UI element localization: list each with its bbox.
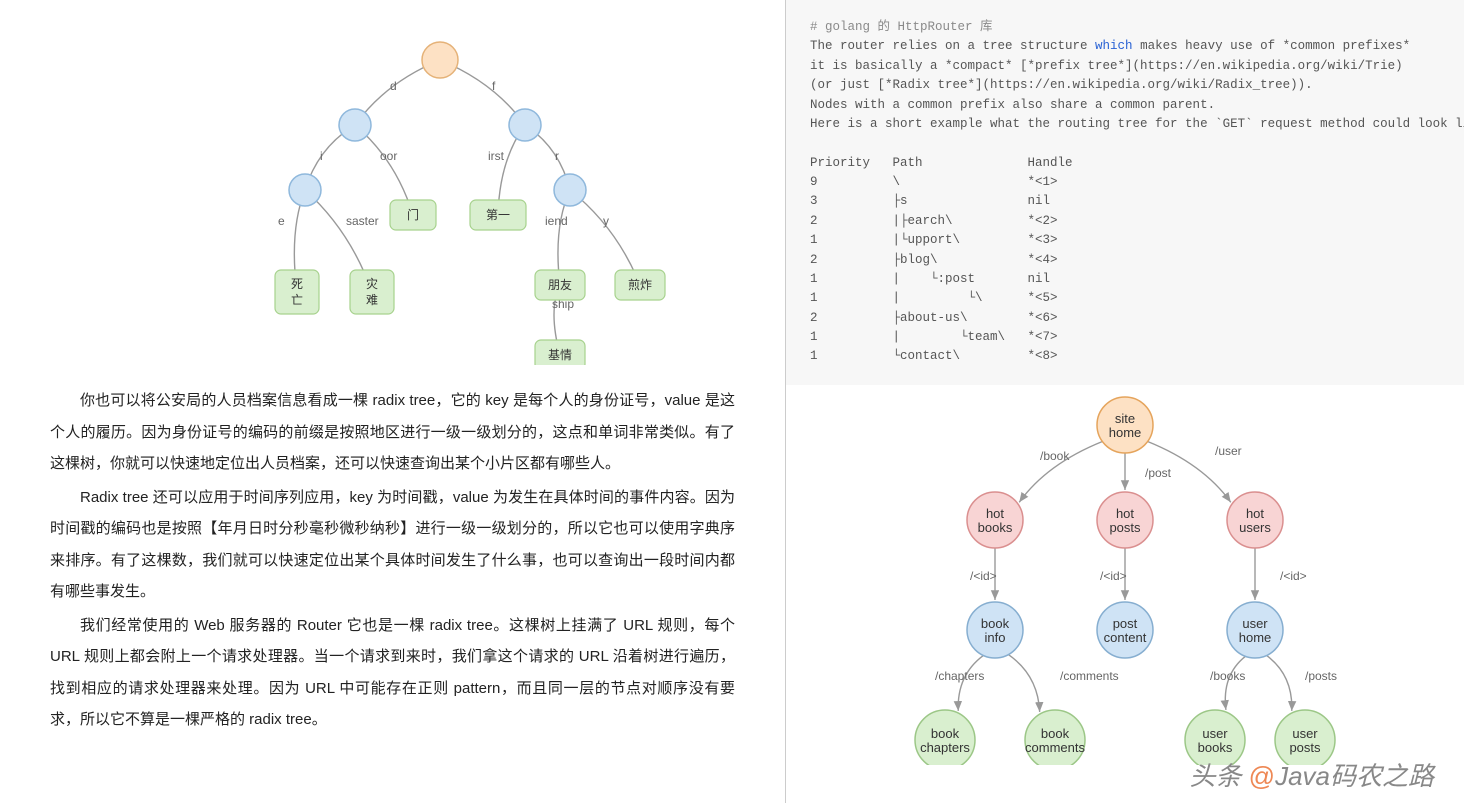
code-line-4: Nodes with a common prefix also share a … (810, 96, 1440, 115)
svg-text:/post: /post (1145, 466, 1172, 480)
svg-text:post: post (1113, 616, 1138, 631)
left-pane: dfioorirstresasteriendyship门第一死亡灾难朋友煎炸基情… (0, 0, 785, 803)
svg-text:/user: /user (1215, 444, 1242, 458)
code-block: # golang 的 HttpRouter 库 The router relie… (786, 0, 1464, 385)
tree-node (289, 174, 321, 206)
code-row: 1 └contact\ *<8> (810, 347, 1440, 366)
code-row: 2 ├about-us\ *<6> (810, 309, 1440, 328)
svg-text:info: info (985, 630, 1006, 645)
svg-text:朋友: 朋友 (548, 278, 572, 292)
code-table-header: Priority Path Handle (810, 154, 1440, 173)
svg-text:user: user (1242, 616, 1268, 631)
svg-text:d: d (390, 79, 397, 93)
svg-text:books: books (978, 520, 1013, 535)
code-row: 3 ├s nil (810, 192, 1440, 211)
svg-text:/chapters: /chapters (935, 669, 984, 683)
code-row: 1 | └:post nil (810, 270, 1440, 289)
svg-text:user: user (1292, 726, 1318, 741)
code-row: 9 \ *<1> (810, 173, 1440, 192)
svg-text:i: i (320, 149, 323, 163)
svg-text:home: home (1109, 425, 1142, 440)
router-tree-diagram: /book/post/user /<id> /<id> /<id> /chapters /… (865, 385, 1385, 765)
svg-text:/<id>: /<id> (1100, 569, 1127, 583)
paragraph-3: 我们经常使用的 Web 服务器的 Router 它也是一棵 radix tree… (50, 610, 735, 736)
svg-text:第一: 第一 (486, 208, 510, 222)
tree-node (422, 42, 458, 78)
paragraph-1: 你也可以将公安局的人员档案信息看成一棵 radix tree，它的 key 是每… (50, 385, 735, 480)
code-line-5: Here is a short example what the routing… (810, 115, 1440, 134)
svg-text:亡: 亡 (291, 293, 303, 307)
svg-text:oor: oor (380, 149, 397, 163)
code-row: 1 |└upport\ *<3> (810, 231, 1440, 250)
svg-text:e: e (278, 214, 285, 228)
code-line-3: (or just [*Radix tree*](https://en.wikip… (810, 76, 1440, 95)
svg-text:chapters: chapters (920, 740, 970, 755)
svg-text:灾: 灾 (366, 276, 378, 291)
svg-text:saster: saster (346, 214, 379, 228)
right-pane: # golang 的 HttpRouter 库 The router relie… (785, 0, 1464, 803)
svg-text:posts: posts (1109, 520, 1141, 535)
code-line-1: The router relies on a tree structure wh… (810, 37, 1440, 56)
svg-text:/comments: /comments (1060, 669, 1119, 683)
paragraph-2: Radix tree 还可以应用于时间序列应用，key 为时间戳，value 为… (50, 482, 735, 608)
svg-text:f: f (492, 79, 496, 93)
code-row: 2 |├earch\ *<2> (810, 212, 1440, 231)
svg-text:门: 门 (407, 207, 419, 222)
code-comment: # golang 的 HttpRouter 库 (810, 18, 1440, 37)
svg-text:/posts: /posts (1305, 669, 1337, 683)
svg-text:r: r (555, 149, 559, 163)
svg-text:user: user (1202, 726, 1228, 741)
tree-node (509, 109, 541, 141)
svg-text:users: users (1239, 520, 1271, 535)
svg-text:难: 难 (366, 293, 378, 307)
keyword-which: which (1095, 39, 1133, 53)
svg-text:home: home (1239, 630, 1272, 645)
svg-text:/<id>: /<id> (970, 569, 997, 583)
svg-text:book: book (931, 726, 960, 741)
svg-text:hot: hot (1246, 506, 1264, 521)
svg-text:煎炸: 煎炸 (628, 277, 652, 292)
article-body: 你也可以将公安局的人员档案信息看成一棵 radix tree，它的 key 是每… (50, 385, 735, 736)
svg-text:/book: /book (1040, 449, 1070, 463)
code-row: 2 ├blog\ *<4> (810, 251, 1440, 270)
svg-text:books: books (1198, 740, 1233, 755)
tree-node (554, 174, 586, 206)
svg-text:book: book (1041, 726, 1070, 741)
svg-text:posts: posts (1289, 740, 1321, 755)
svg-text:hot: hot (1116, 506, 1134, 521)
svg-text:死: 死 (291, 277, 303, 291)
svg-text:iend: iend (545, 214, 568, 228)
code-row: 1 | └team\ *<7> (810, 328, 1440, 347)
svg-text:/<id>: /<id> (1280, 569, 1307, 583)
svg-text:comments: comments (1025, 740, 1085, 755)
svg-text:site: site (1115, 411, 1135, 426)
code-row: 1 | └\ *<5> (810, 289, 1440, 308)
tree-node (339, 109, 371, 141)
code-table-rows: 9 \ *<1>3 ├s nil2 |├earch\ *<2>1 |└uppor… (810, 173, 1440, 367)
svg-text:content: content (1104, 630, 1147, 645)
svg-text:/books: /books (1210, 669, 1245, 683)
svg-text:hot: hot (986, 506, 1004, 521)
code-line-2: it is basically a *compact* [*prefix tre… (810, 57, 1440, 76)
radix-tree-diagram-1: dfioorirstresasteriendyship门第一死亡灾难朋友煎炸基情 (50, 20, 750, 365)
svg-text:irst: irst (488, 149, 505, 163)
svg-text:基情: 基情 (548, 348, 572, 362)
svg-text:y: y (603, 214, 609, 228)
svg-text:book: book (981, 616, 1010, 631)
